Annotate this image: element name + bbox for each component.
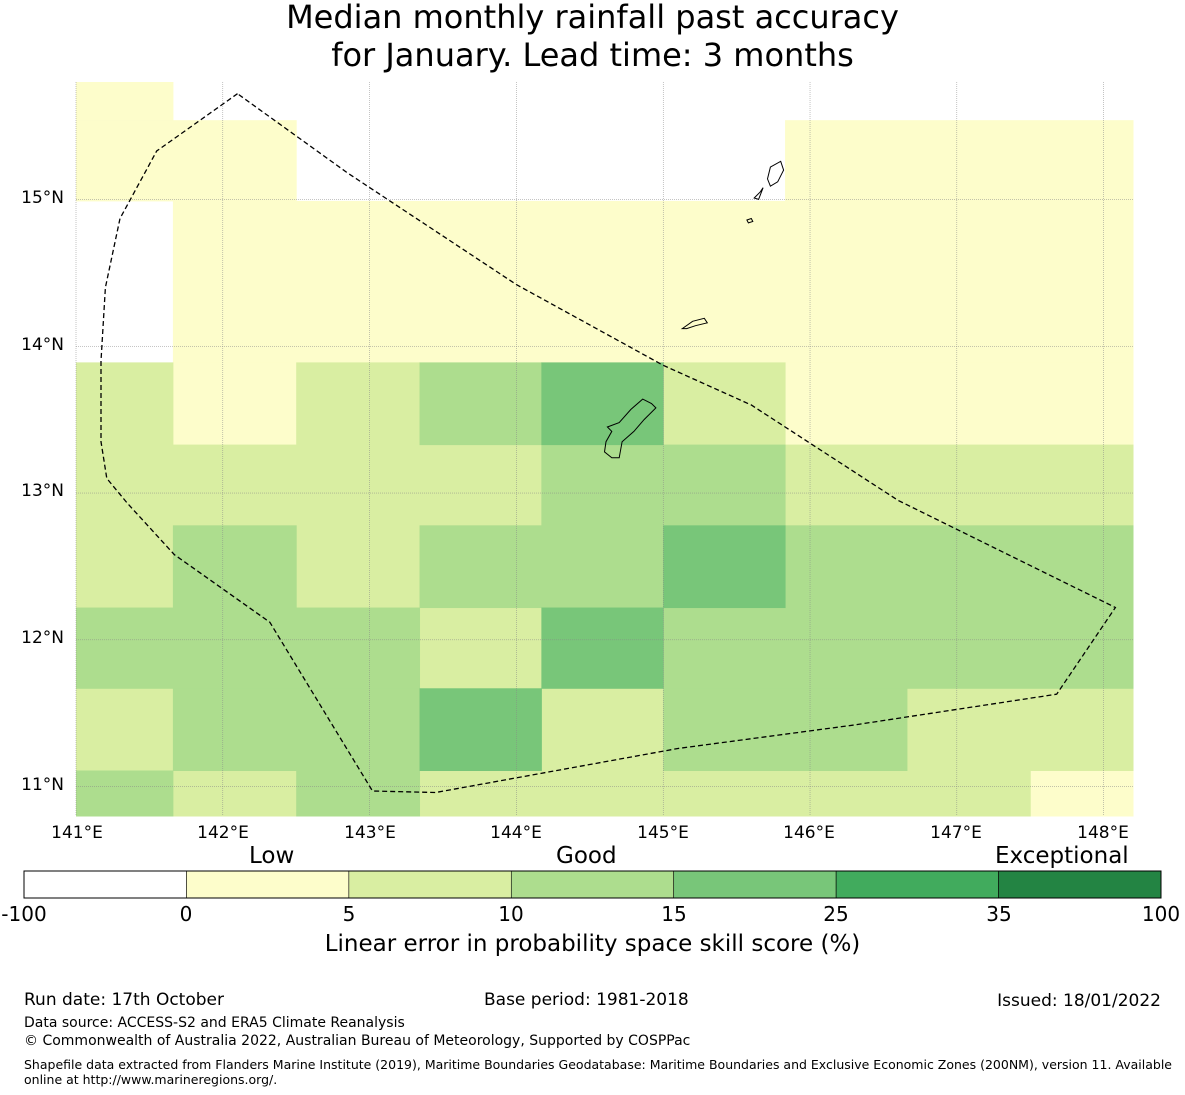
cbar-tick: 25 [823,902,849,926]
skill-cell [663,688,908,771]
skill-cell [663,525,786,609]
lat-label-15n: 15°N [21,188,64,208]
skill-cell [906,688,1134,771]
shapefile-credit: Shapefile data extracted from Flanders M… [24,1057,1172,1087]
cbar-tick: -100 [1,902,47,926]
graticule [75,82,1133,816]
skill-cell [172,525,297,609]
colorbar-frame [23,870,1162,899]
cbar-tick: 10 [498,902,524,926]
cbar-tick: 0 [179,902,193,926]
chart-title-line2: for January. Lead time: 3 months [331,36,854,74]
lon-label-144e: 144°E [490,823,542,843]
lat-label-14n: 14°N [21,335,64,355]
tier-good: Good [556,843,617,869]
skill-cell [419,525,664,609]
lon-label-143e: 143°E [344,823,396,843]
coastlines [603,160,785,459]
skill-cell [172,362,297,446]
cbar-tick: 15 [661,902,687,926]
skill-cell [785,120,1134,202]
base-period: Base period: 1981-2018 [484,990,689,1010]
tier-low: Low [249,843,295,869]
skill-cell [785,525,1134,609]
island-outline [753,187,764,201]
colorbar-bin [186,870,350,899]
copyright: © Commonwealth of Australia 2022, Austra… [24,1033,691,1049]
skill-cell [1030,770,1134,817]
skill-cell [172,770,297,817]
colorbar-bin [998,870,1162,899]
skill-cell [76,525,174,609]
island-outline [746,217,754,224]
island-outline [603,398,657,459]
skill-cell [172,688,421,771]
skill-cell [663,607,1134,689]
colorbar-bin [510,870,675,899]
skill-cell [419,688,542,771]
colorbar-label: Linear error in probability space skill … [324,931,861,957]
lon-label-141e: 141°E [51,823,103,843]
skill-cell [419,607,542,689]
data-source: Data source: ACCESS-S2 and ERA5 Climate … [24,1015,405,1031]
skill-cell [296,770,421,817]
lon-label-148e: 148°E [1077,823,1129,843]
eez-boundary-line [100,93,1117,794]
lon-label-147e: 147°E [930,823,982,843]
colorbar-bin [348,870,512,899]
lon-label-142e: 142°E [197,823,249,843]
island-outline [680,317,709,330]
skill-cell [172,200,1134,283]
eez-boundary [100,93,1117,794]
skill-cell [76,82,174,121]
cbar-tick: 5 [342,902,356,926]
tier-exceptional: Exceptional [995,843,1129,869]
skill-cell [541,688,664,771]
lon-label-145e: 145°E [637,823,689,843]
issued-date: Issued: 18/01/2022 [997,991,1161,1011]
skill-cell [419,362,542,446]
colorbar-bin [23,870,187,899]
cbar-tick: 35 [986,902,1012,926]
skill-cell [541,362,664,446]
skill-cell [419,770,1031,817]
skill-cell [76,362,174,446]
skill-cell [76,120,297,202]
skill-cell [296,362,421,446]
skill-cell [663,362,786,446]
cbar-tick: 100 [1141,902,1181,926]
colorbar-bins [23,870,1162,899]
lat-label-12n: 12°N [21,628,64,648]
lon-label-146e: 146°E [783,823,835,843]
skill-cell [296,525,421,609]
lat-label-13n: 13°N [21,481,64,501]
lat-label-11n: 11°N [21,775,64,795]
skill-cell [76,770,174,817]
skill-cell [76,607,421,689]
island-outline [766,160,785,187]
colorbar-bin [835,870,999,899]
skill-cell [785,444,1134,526]
skill-cell [172,281,1134,363]
run-date: Run date: 17th October [24,990,224,1010]
skill-cell [541,607,664,689]
skill-cell [785,362,1134,446]
skill-cell [76,444,542,526]
skill-cells [76,82,1134,817]
chart-title-line1: Median monthly rainfall past accuracy [286,0,899,36]
skill-cell [76,688,174,771]
colorbar-bin [673,870,837,899]
